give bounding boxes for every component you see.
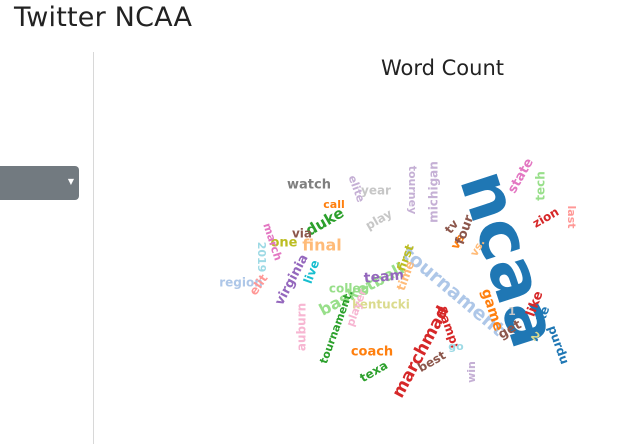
word-win-37: win xyxy=(465,361,478,383)
word-michigan-9: michigan xyxy=(427,161,441,223)
word-tourney-14: tourney xyxy=(406,166,419,215)
word-cloud: ncaatournamentbasketballfinaldukemarchma… xyxy=(219,156,578,402)
word-auburn-30: auburn xyxy=(295,303,309,351)
word-call-17: call xyxy=(323,198,344,211)
word-via-20: via xyxy=(292,227,312,241)
word-one-21: one xyxy=(270,236,297,251)
filter-select[interactable]: ▼ xyxy=(0,166,79,200)
sidebar: ▼ xyxy=(0,52,93,444)
word-watch-15: watch xyxy=(287,178,331,193)
word-final-3: final xyxy=(302,236,342,255)
word-vs-44: vs xyxy=(448,232,468,252)
word-region-24: region xyxy=(219,276,263,290)
word-elite-18: elite xyxy=(346,174,368,205)
word-year-16: year xyxy=(361,184,391,198)
word-colleg-27: colleg xyxy=(329,282,369,296)
word-kentucki-28: kentucki xyxy=(352,298,410,312)
word-texa-33: texa xyxy=(357,358,390,385)
word-play-19: play xyxy=(363,206,395,232)
word-last-13: last xyxy=(565,206,578,229)
word-tech-11: tech xyxy=(534,171,548,201)
sidebar-divider xyxy=(93,52,94,444)
word-go-36: go xyxy=(448,340,464,353)
word-1-42: 1 xyxy=(508,305,516,318)
chart-title: Word Count xyxy=(380,56,505,80)
word-team-7: team xyxy=(363,267,404,286)
word-coach-32: coach xyxy=(351,345,393,360)
main-panel: Word Count ncaa tournament basketball final… xyxy=(94,52,617,444)
word-2019-23: 2019 xyxy=(255,242,268,273)
chevron-down-icon: ▼ xyxy=(67,177,74,186)
app-title: Twitter NCAA xyxy=(14,2,193,33)
